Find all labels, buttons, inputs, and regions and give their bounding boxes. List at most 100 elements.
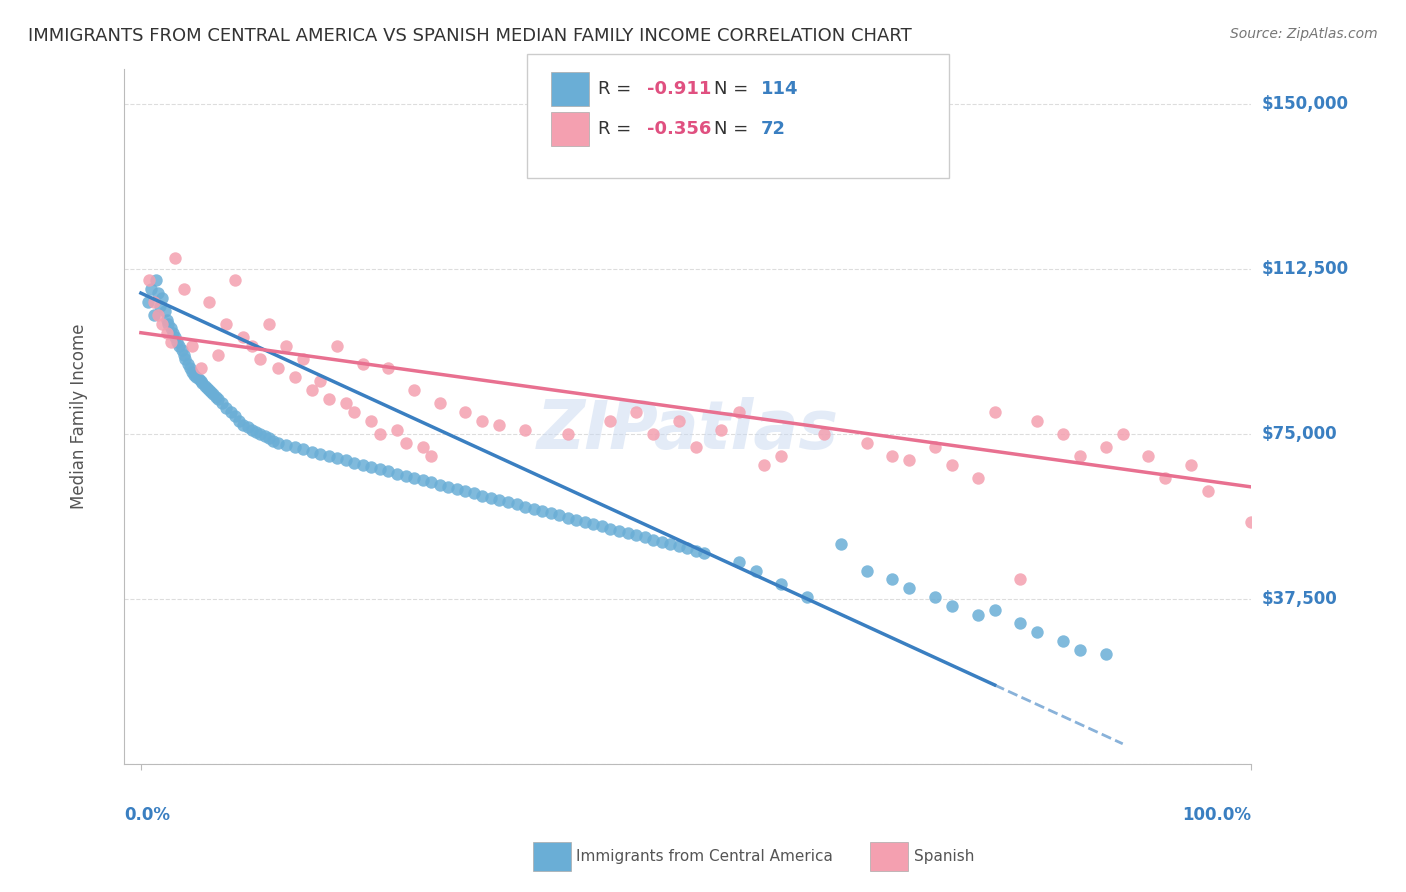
Point <box>146 286 169 301</box>
Point <box>941 599 963 613</box>
Point <box>855 564 877 578</box>
Point <box>924 590 946 604</box>
Point <box>557 510 579 524</box>
Point <box>412 473 434 487</box>
Point <box>318 392 340 406</box>
Point <box>633 531 655 545</box>
Point <box>1240 515 1263 529</box>
Point <box>599 414 621 428</box>
Point <box>266 435 288 450</box>
Point <box>335 453 357 467</box>
Point <box>643 427 665 442</box>
Point <box>813 427 835 442</box>
Point <box>368 427 391 442</box>
Point <box>574 515 596 529</box>
Point <box>796 590 818 604</box>
Point <box>157 317 180 331</box>
Point <box>162 326 184 340</box>
Text: Median Family Income: Median Family Income <box>70 324 87 509</box>
Point <box>651 535 673 549</box>
Point <box>1052 634 1074 648</box>
Point <box>194 378 217 392</box>
Point <box>744 564 766 578</box>
Point <box>1069 449 1091 463</box>
Point <box>181 339 204 353</box>
Point <box>668 414 690 428</box>
Point <box>830 537 852 551</box>
Point <box>385 467 408 481</box>
Point <box>898 453 921 467</box>
Point <box>523 501 546 516</box>
Point <box>200 385 222 400</box>
Point <box>710 423 733 437</box>
Point <box>607 524 630 538</box>
Point <box>236 420 259 434</box>
Point <box>262 434 284 448</box>
Point <box>463 486 485 500</box>
Point <box>548 508 571 523</box>
Point <box>513 500 536 514</box>
Point <box>377 465 399 479</box>
Point <box>165 330 187 344</box>
Point <box>668 539 690 553</box>
Point <box>966 607 988 622</box>
Point <box>142 294 165 309</box>
Text: 0.0%: 0.0% <box>124 806 170 824</box>
Point <box>454 405 477 419</box>
Point <box>245 425 267 439</box>
Point <box>240 423 263 437</box>
Point <box>540 506 562 520</box>
Point <box>146 308 169 322</box>
Point <box>284 440 307 454</box>
Point <box>471 414 494 428</box>
Point <box>292 352 315 367</box>
Point <box>173 282 195 296</box>
Point <box>207 392 229 406</box>
Point <box>253 429 276 443</box>
Point <box>326 451 349 466</box>
Point <box>174 352 197 367</box>
Point <box>215 317 238 331</box>
Point <box>166 334 188 349</box>
Point <box>591 519 613 533</box>
Text: IMMIGRANTS FROM CENTRAL AMERICA VS SPANISH MEDIAN FAMILY INCOME CORRELATION CHAR: IMMIGRANTS FROM CENTRAL AMERICA VS SPANI… <box>28 27 912 45</box>
Point <box>1197 484 1219 499</box>
Point <box>479 491 502 505</box>
Point <box>420 475 443 490</box>
Point <box>186 369 208 384</box>
Point <box>898 581 921 595</box>
Point <box>429 477 451 491</box>
Point <box>150 317 173 331</box>
Point <box>224 273 246 287</box>
Point <box>352 458 374 472</box>
Point <box>437 480 460 494</box>
Point <box>309 447 332 461</box>
Point <box>165 251 187 265</box>
Point <box>240 339 263 353</box>
Point <box>292 442 315 457</box>
Point <box>488 418 510 433</box>
Point <box>752 458 775 472</box>
Point <box>429 396 451 410</box>
Point <box>531 504 554 518</box>
Point <box>159 334 181 349</box>
Point <box>155 312 177 326</box>
Point <box>257 317 280 331</box>
Point <box>191 376 214 391</box>
Text: $37,500: $37,500 <box>1263 591 1339 608</box>
Text: Source: ZipAtlas.com: Source: ZipAtlas.com <box>1230 27 1378 41</box>
Point <box>188 372 211 386</box>
Point <box>190 361 212 376</box>
Text: 114: 114 <box>761 80 799 98</box>
Point <box>136 294 159 309</box>
Point <box>770 576 793 591</box>
Point <box>855 435 877 450</box>
Point <box>224 409 246 424</box>
Text: -0.356: -0.356 <box>647 120 711 138</box>
Point <box>360 414 382 428</box>
Text: $112,500: $112,500 <box>1263 260 1350 278</box>
Point <box>420 449 443 463</box>
Point <box>1026 414 1049 428</box>
Point <box>983 405 1005 419</box>
Point <box>685 440 707 454</box>
